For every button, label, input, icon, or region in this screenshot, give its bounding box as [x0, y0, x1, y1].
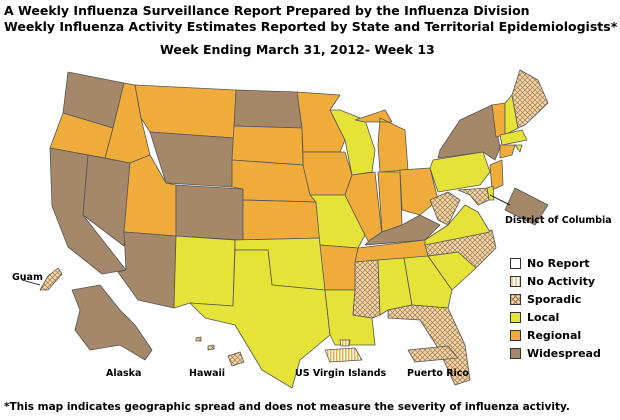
state-montana [134, 84, 237, 139]
legend-item-sporadic: Sporadic [510, 290, 601, 308]
legend-swatch [510, 347, 521, 359]
legend-item-no-activity: No Activity [510, 272, 601, 290]
legend-label: Widespread [527, 346, 601, 360]
legend-label: Local [527, 310, 560, 324]
state-pennsylvania [429, 151, 491, 193]
state-florida [387, 304, 471, 386]
state-newyork [437, 104, 501, 161]
legend-label: No Report [527, 256, 590, 270]
label-usvi: US Virgin Islands [295, 368, 387, 379]
state-arkansas [319, 244, 359, 291]
footnote: *This map indicates geographic spread an… [4, 401, 570, 413]
legend: No Report No Activity Sporadic Local Reg… [510, 254, 601, 362]
legend-item-local: Local [510, 308, 601, 326]
state-mississippi [352, 259, 381, 319]
legend-label: No Activity [527, 274, 596, 288]
state-illinois [344, 171, 383, 246]
state-maine [511, 69, 549, 129]
state-georgia [403, 255, 453, 309]
state-newjersey [489, 159, 504, 191]
label-dc: District of Columbia [505, 215, 612, 226]
territory-usvi [324, 339, 363, 363]
state-rhodeisland [514, 144, 523, 153]
state-maryland [457, 187, 490, 206]
legend-label: Regional [527, 328, 582, 342]
state-massachusetts [499, 129, 528, 146]
label-puerto-rico: Puerto Rico [407, 368, 469, 379]
legend-swatch [510, 329, 521, 341]
state-alaska [71, 284, 153, 361]
legend-swatch [510, 275, 521, 287]
territory-guam [39, 267, 63, 291]
report-subtitle: Weekly Influenza Activity Estimates Repo… [4, 19, 618, 34]
legend-swatch [510, 257, 521, 269]
legend-item-widespread: Widespread [510, 344, 601, 362]
legend-swatch [510, 293, 521, 305]
state-kentucky [364, 214, 441, 246]
label-alaska: Alaska [106, 368, 142, 379]
label-hawaii: Hawaii [189, 368, 226, 379]
state-iowa [302, 151, 353, 196]
state-colorado [175, 184, 244, 241]
week-label: Week Ending March 31, 2012- Week 13 [160, 42, 435, 57]
state-indiana [377, 171, 403, 233]
state-dc [504, 187, 549, 226]
state-arizona [117, 231, 177, 309]
state-westvirginia [429, 191, 461, 226]
state-michigan [354, 109, 409, 173]
legend-item-regional: Regional [510, 326, 601, 344]
state-ohio [399, 167, 439, 216]
territory-puertorico [407, 345, 459, 363]
state-kansas [242, 199, 321, 241]
state-connecticut [499, 144, 516, 159]
report-title: A Weekly Influenza Surveillance Report P… [4, 3, 530, 18]
state-minnesota [296, 91, 346, 153]
dc-pointer-line [489, 194, 511, 206]
label-guam: Guam [12, 272, 43, 283]
state-southdakota [231, 125, 304, 166]
state-northcarolina [424, 229, 497, 269]
state-hawaii [195, 336, 245, 367]
state-texas [189, 249, 331, 389]
guam-pointer-line [21, 279, 41, 286]
state-northdakota [233, 89, 303, 129]
state-newmexico [173, 235, 236, 309]
legend-item-no-report: No Report [510, 254, 601, 272]
legend-swatch [510, 311, 521, 323]
legend-label: Sporadic [527, 292, 582, 306]
